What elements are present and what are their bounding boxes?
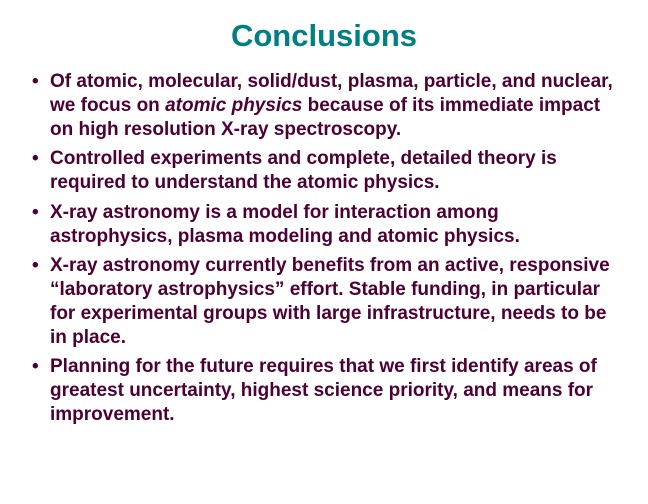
bullet-text-prefix: X-ray astronomy is a model for interacti… bbox=[50, 202, 520, 247]
bullet-text-prefix: X-ray astronomy currently benefits from … bbox=[50, 255, 610, 347]
slide-title: Conclusions bbox=[28, 18, 620, 54]
bullet-text-prefix: Planning for the future requires that we… bbox=[50, 356, 597, 425]
bullet-text-prefix: Controlled experiments and complete, det… bbox=[50, 148, 557, 193]
list-item: Controlled experiments and complete, det… bbox=[28, 147, 620, 195]
slide: Conclusions Of atomic, molecular, solid/… bbox=[0, 0, 648, 504]
list-item: X-ray astronomy is a model for interacti… bbox=[28, 201, 620, 249]
list-item: X-ray astronomy currently benefits from … bbox=[28, 254, 620, 349]
bullet-text-em: atomic physics bbox=[165, 95, 302, 116]
list-item: Planning for the future requires that we… bbox=[28, 355, 620, 426]
bullet-list: Of atomic, molecular, solid/dust, plasma… bbox=[28, 70, 620, 427]
list-item: Of atomic, molecular, solid/dust, plasma… bbox=[28, 70, 620, 141]
